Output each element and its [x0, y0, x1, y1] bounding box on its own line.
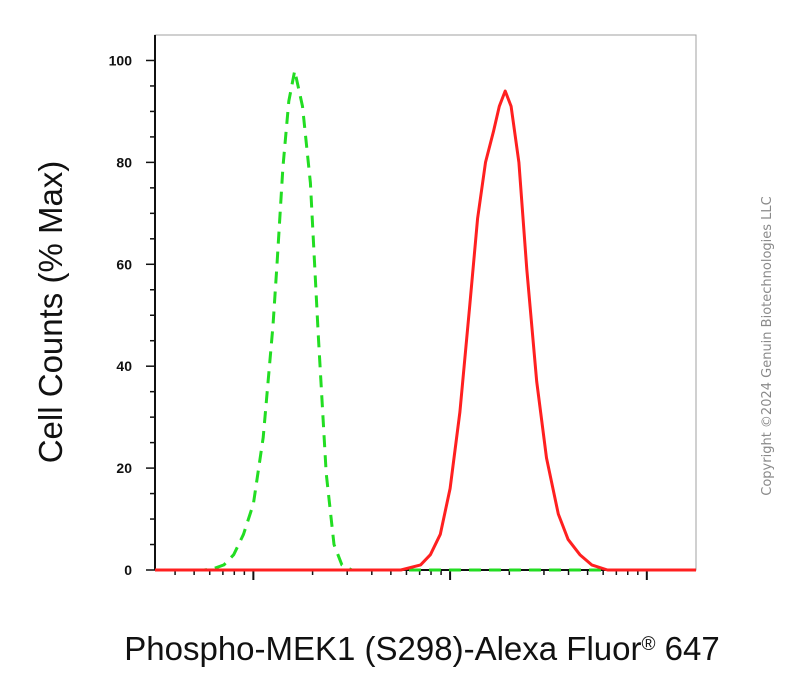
- copyright-watermark: Copyright ©2024 Genuin Biotechnologies L…: [760, 196, 775, 495]
- y-tick-label: 100: [109, 52, 133, 68]
- plot-frame: [154, 34, 697, 571]
- y-tick-label: 20: [116, 460, 132, 476]
- y-tick-label: 0: [124, 562, 132, 578]
- x-axis-title-registered-mark: ®: [642, 634, 656, 655]
- series-layer: [155, 69, 696, 572]
- histogram-series-1: [155, 69, 696, 572]
- y-tick-label: 80: [116, 154, 132, 170]
- y-axis-title: Cell Counts (% Max): [32, 161, 69, 464]
- y-tick-label: 40: [116, 358, 132, 374]
- y-tick-label: 60: [116, 256, 132, 272]
- x-axis-title-suffix: 647: [656, 630, 720, 667]
- y-axis: 0 20 40 60 80 100: [109, 35, 156, 578]
- x-axis-title: Phospho-MEK1 (S298)-Alexa Fluor® 647: [124, 630, 719, 667]
- x-axis-title-main: Phospho-MEK1 (S298)-Alexa Fluor: [124, 630, 641, 667]
- histogram-series-2: [155, 89, 696, 572]
